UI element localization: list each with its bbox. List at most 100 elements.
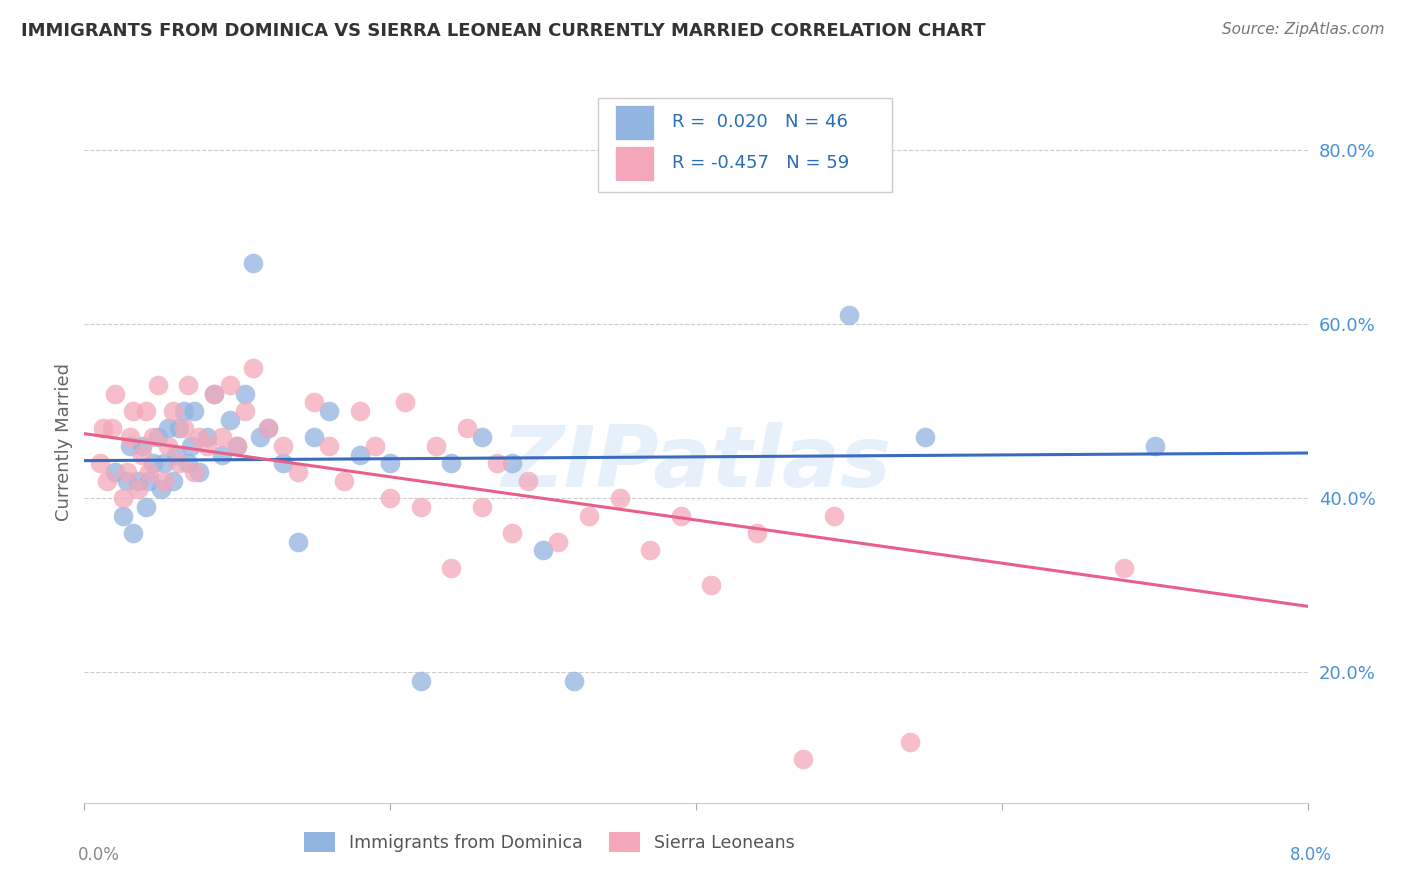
- Point: [165, 448, 187, 462]
- Point: [218, 378, 240, 392]
- Text: Source: ZipAtlas.com: Source: ZipAtlas.com: [1222, 22, 1385, 37]
- Y-axis label: Currently Married: Currently Married: [55, 362, 73, 521]
- Point: [380, 491, 402, 505]
- Point: [349, 404, 371, 418]
- Point: [111, 491, 134, 505]
- Point: [233, 386, 256, 401]
- Point: [440, 456, 463, 470]
- Point: [249, 430, 271, 444]
- Point: [823, 508, 845, 523]
- Point: [142, 430, 165, 444]
- Point: [578, 508, 600, 523]
- Point: [218, 413, 240, 427]
- Point: [792, 752, 814, 766]
- Point: [287, 465, 309, 479]
- Point: [142, 456, 165, 470]
- Text: R =  0.020   N = 46: R = 0.020 N = 46: [672, 113, 848, 131]
- Point: [91, 421, 114, 435]
- Point: [202, 386, 225, 401]
- Point: [162, 474, 184, 488]
- Point: [302, 395, 325, 409]
- Text: IMMIGRANTS FROM DOMINICA VS SIERRA LEONEAN CURRENTLY MARRIED CORRELATION CHART: IMMIGRANTS FROM DOMINICA VS SIERRA LEONE…: [21, 22, 986, 40]
- Point: [195, 430, 218, 444]
- Point: [669, 508, 692, 523]
- Point: [153, 474, 176, 488]
- Point: [120, 430, 142, 444]
- Point: [502, 525, 524, 540]
- Point: [195, 439, 218, 453]
- Point: [122, 404, 145, 418]
- Point: [120, 439, 142, 453]
- Point: [131, 439, 153, 453]
- Point: [471, 500, 494, 514]
- Point: [183, 404, 205, 418]
- Point: [111, 508, 134, 523]
- Point: [167, 421, 190, 435]
- Point: [153, 456, 176, 470]
- Point: [162, 404, 184, 418]
- Point: [257, 421, 280, 435]
- Point: [131, 448, 153, 462]
- Point: [188, 465, 211, 479]
- Point: [173, 404, 195, 418]
- Point: [135, 404, 157, 418]
- Point: [146, 378, 169, 392]
- Point: [898, 735, 921, 749]
- Point: [318, 439, 340, 453]
- Point: [115, 465, 138, 479]
- Point: [914, 430, 936, 444]
- Point: [233, 404, 256, 418]
- Text: 0.0%: 0.0%: [79, 847, 120, 864]
- Point: [101, 421, 124, 435]
- Point: [1143, 439, 1166, 453]
- Point: [127, 483, 149, 497]
- Point: [271, 439, 294, 453]
- Point: [167, 456, 190, 470]
- Point: [700, 578, 723, 592]
- Bar: [616, 105, 654, 139]
- Point: [531, 543, 554, 558]
- Point: [177, 378, 200, 392]
- Point: [516, 474, 538, 488]
- Point: [226, 439, 249, 453]
- Point: [271, 456, 294, 470]
- Point: [425, 439, 447, 453]
- Point: [394, 395, 416, 409]
- Point: [138, 474, 160, 488]
- Point: [146, 430, 169, 444]
- Point: [177, 456, 200, 470]
- Text: R = -0.457   N = 59: R = -0.457 N = 59: [672, 154, 849, 172]
- Point: [409, 500, 432, 514]
- Point: [211, 448, 233, 462]
- Point: [349, 448, 371, 462]
- Point: [202, 386, 225, 401]
- Point: [547, 534, 569, 549]
- Point: [302, 430, 325, 444]
- Point: [104, 465, 127, 479]
- Bar: [616, 146, 654, 181]
- Point: [89, 456, 111, 470]
- Point: [456, 421, 478, 435]
- Point: [183, 465, 205, 479]
- Point: [486, 456, 509, 470]
- Point: [157, 421, 180, 435]
- Point: [211, 430, 233, 444]
- Point: [838, 308, 860, 322]
- Point: [242, 256, 264, 270]
- Point: [188, 430, 211, 444]
- Text: 8.0%: 8.0%: [1291, 847, 1331, 864]
- Point: [747, 525, 769, 540]
- Point: [318, 404, 340, 418]
- Point: [1114, 561, 1136, 575]
- Point: [96, 474, 118, 488]
- Point: [226, 439, 249, 453]
- Point: [502, 456, 524, 470]
- Point: [638, 543, 661, 558]
- Point: [287, 534, 309, 549]
- Point: [138, 465, 160, 479]
- Point: [609, 491, 631, 505]
- Point: [562, 673, 585, 688]
- Point: [122, 525, 145, 540]
- Point: [242, 360, 264, 375]
- Point: [135, 500, 157, 514]
